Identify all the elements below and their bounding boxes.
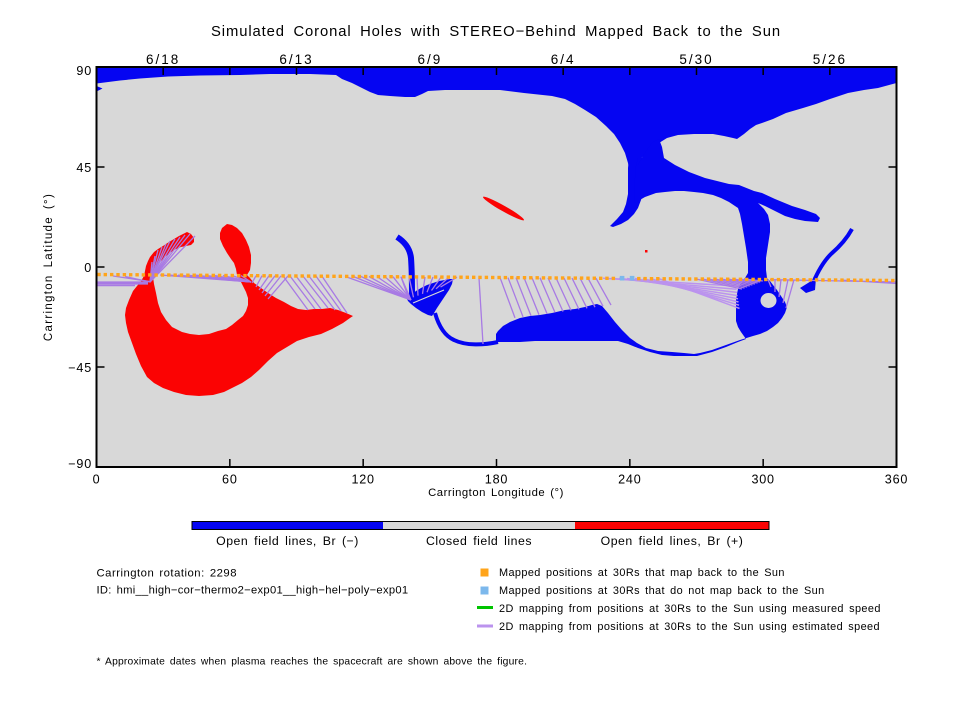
svg-text:120: 120 [351,473,374,487]
svg-text:Simulated Coronal Holes with S: Simulated Coronal Holes with STEREO−Behi… [211,24,781,40]
svg-text:180: 180 [485,473,508,487]
svg-text:6/9: 6/9 [417,52,442,67]
svg-text:60: 60 [222,473,238,487]
svg-text:0: 0 [84,261,92,275]
svg-text:0: 0 [93,473,101,487]
svg-text:Closed field lines: Closed field lines [426,534,532,548]
svg-text:Carrington Latitude (°): Carrington Latitude (°) [43,193,55,341]
svg-text:Open field lines, Br (+): Open field lines, Br (+) [601,534,744,548]
svg-text:ID: hmi__high−cor−thermo2−exp0: ID: hmi__high−cor−thermo2−exp01__high−he… [97,585,409,597]
svg-text:2D mapping from positions at 3: 2D mapping from positions at 30Rs to the… [499,621,880,633]
svg-text:6/18: 6/18 [146,52,180,67]
svg-text:5/30: 5/30 [679,52,713,67]
svg-text:6/4: 6/4 [551,52,576,67]
svg-text:−90: −90 [68,457,92,471]
svg-text:Open field lines, Br (−): Open field lines, Br (−) [216,534,359,548]
svg-text:Mapped positions at 30Rs that: Mapped positions at 30Rs that map back t… [499,567,785,579]
svg-text:300: 300 [751,473,774,487]
svg-text:90: 90 [76,64,92,78]
svg-text:2D mapping from positions at 3: 2D mapping from positions at 30Rs to the… [499,603,881,615]
svg-text:5/26: 5/26 [813,52,847,67]
svg-text:360: 360 [885,473,908,487]
svg-text:Carrington rotation: 2298: Carrington rotation: 2298 [97,568,237,580]
svg-text:45: 45 [76,161,92,175]
svg-text:Carrington Longitude (°): Carrington Longitude (°) [428,487,564,499]
svg-text:6/13: 6/13 [279,52,313,67]
svg-text:240: 240 [618,473,641,487]
svg-text:* Approximate dates when plasm: * Approximate dates when plasma reaches … [97,657,528,668]
svg-text:−45: −45 [68,361,92,375]
svg-text:Mapped positions at 30Rs that: Mapped positions at 30Rs that do not map… [499,585,825,597]
